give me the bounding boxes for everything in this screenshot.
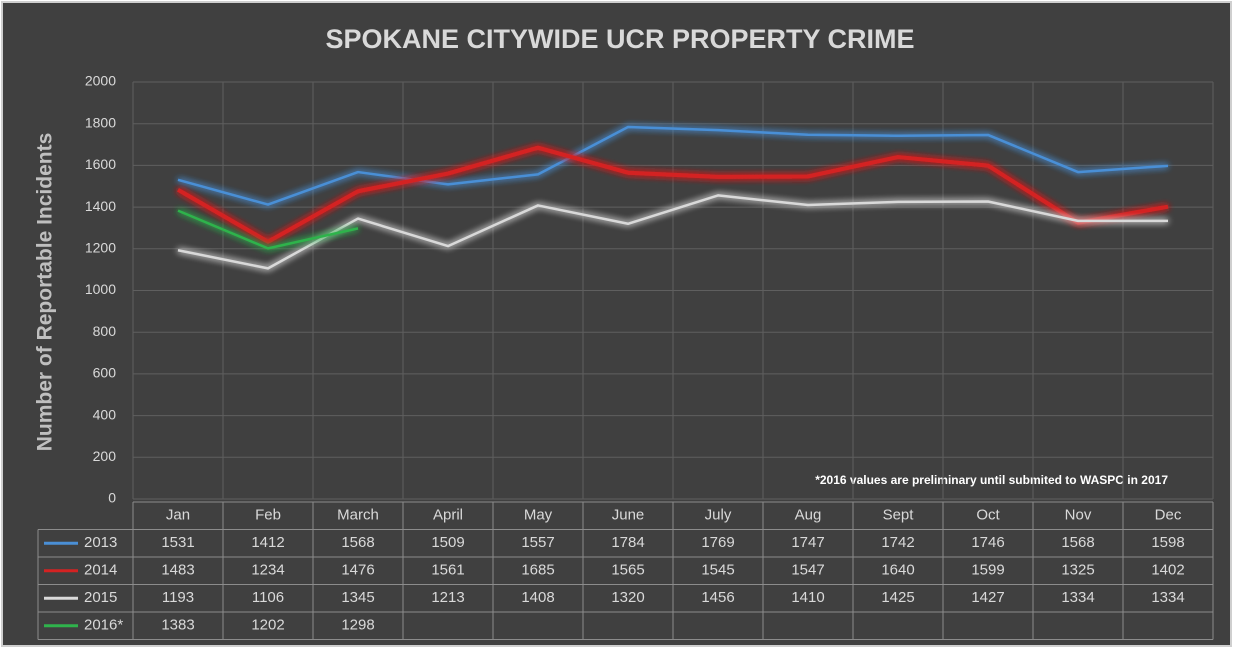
y-tick-label: 200 [93, 448, 117, 464]
legend-label: 2013 [84, 534, 117, 551]
table-value: 1640 [881, 562, 914, 579]
table-value: 1565 [611, 562, 644, 579]
series-line [177, 145, 1169, 244]
table-value: 1202 [251, 617, 284, 634]
y-tick-label: 400 [93, 406, 117, 422]
y-tick-label: 600 [93, 365, 117, 381]
table-value: 1383 [161, 617, 194, 634]
table-value: 1193 [162, 589, 194, 606]
x-tick-label: Oct [976, 507, 1000, 524]
table-value: 1568 [1061, 534, 1094, 551]
table-value: 1402 [1151, 562, 1184, 579]
table-value: 1106 [252, 589, 284, 606]
annotation: *2016 values are preliminary until submi… [815, 473, 1168, 487]
x-tick-label: April [433, 507, 463, 524]
x-tick-label: Jan [166, 507, 190, 524]
x-tick-label: Aug [795, 507, 822, 524]
table-value: 1557 [521, 534, 554, 551]
table-value: 1456 [701, 589, 734, 606]
table-value: 1561 [431, 562, 464, 579]
series-line [177, 194, 1168, 270]
y-tick-label: 1800 [85, 114, 116, 130]
table-value: 1545 [701, 562, 734, 579]
table-value: 1599 [971, 562, 1004, 579]
table-value: 1784 [611, 534, 644, 551]
table-value: 1483 [161, 562, 194, 579]
y-tick-label: 1000 [85, 281, 116, 297]
chart-title: SPOKANE CITYWIDE UCR PROPERTY CRIME [325, 24, 914, 54]
table-value: 1746 [971, 534, 1004, 551]
table-value: 1410 [791, 589, 824, 606]
legend-label: 2015 [84, 589, 117, 606]
table-value: 1213 [431, 589, 464, 606]
table-value: 1769 [701, 534, 734, 551]
table-value: 1425 [881, 589, 914, 606]
table-value: 1408 [521, 589, 554, 606]
y-tick-label: 1600 [85, 156, 116, 172]
y-tick-label: 1400 [85, 198, 116, 214]
x-tick-label: March [337, 507, 379, 524]
table-value: 1509 [431, 534, 464, 551]
x-tick-label: Dec [1155, 507, 1182, 524]
y-tick-label: 1200 [85, 240, 116, 256]
y-tick-label: 0 [108, 490, 116, 506]
table-value: 1234 [251, 562, 284, 579]
table-value: 1334 [1151, 589, 1184, 606]
table-value: 1298 [341, 617, 374, 634]
table-value: 1345 [341, 589, 374, 606]
y-axis-label: Number of Reportable Incidents [34, 133, 57, 452]
legend-label: 2014 [84, 562, 117, 579]
table-value: 1547 [791, 562, 824, 579]
y-tick-label: 800 [93, 323, 117, 339]
table-value: 1747 [791, 534, 824, 551]
table-value: 1427 [971, 589, 1004, 606]
y-tick-label: 2000 [85, 73, 116, 89]
x-tick-label: Sept [883, 507, 915, 524]
x-tick-label: May [524, 507, 553, 524]
x-tick-label: Feb [255, 507, 281, 524]
x-tick-label: June [612, 507, 645, 524]
table-value: 1476 [341, 562, 374, 579]
plot: 0 200 400 600 800 1000 1200 1400 1600 1800 2000 Jan… [37, 73, 1214, 640]
table-value: 1334 [1061, 589, 1094, 606]
legend-label: 2016* [84, 617, 123, 634]
table-value: 1598 [1151, 534, 1184, 551]
x-tick-label: July [705, 507, 732, 524]
table-value: 1325 [1061, 562, 1094, 579]
table-value: 1412 [251, 534, 284, 551]
table-value: 1685 [521, 562, 554, 579]
table-value: 1568 [341, 534, 374, 551]
x-tick-label: Nov [1065, 507, 1092, 524]
series-line [177, 125, 1169, 206]
table-value: 1742 [881, 534, 914, 551]
series-line [177, 209, 359, 250]
table-value: 1320 [611, 589, 644, 606]
table-value: 1531 [161, 534, 194, 551]
